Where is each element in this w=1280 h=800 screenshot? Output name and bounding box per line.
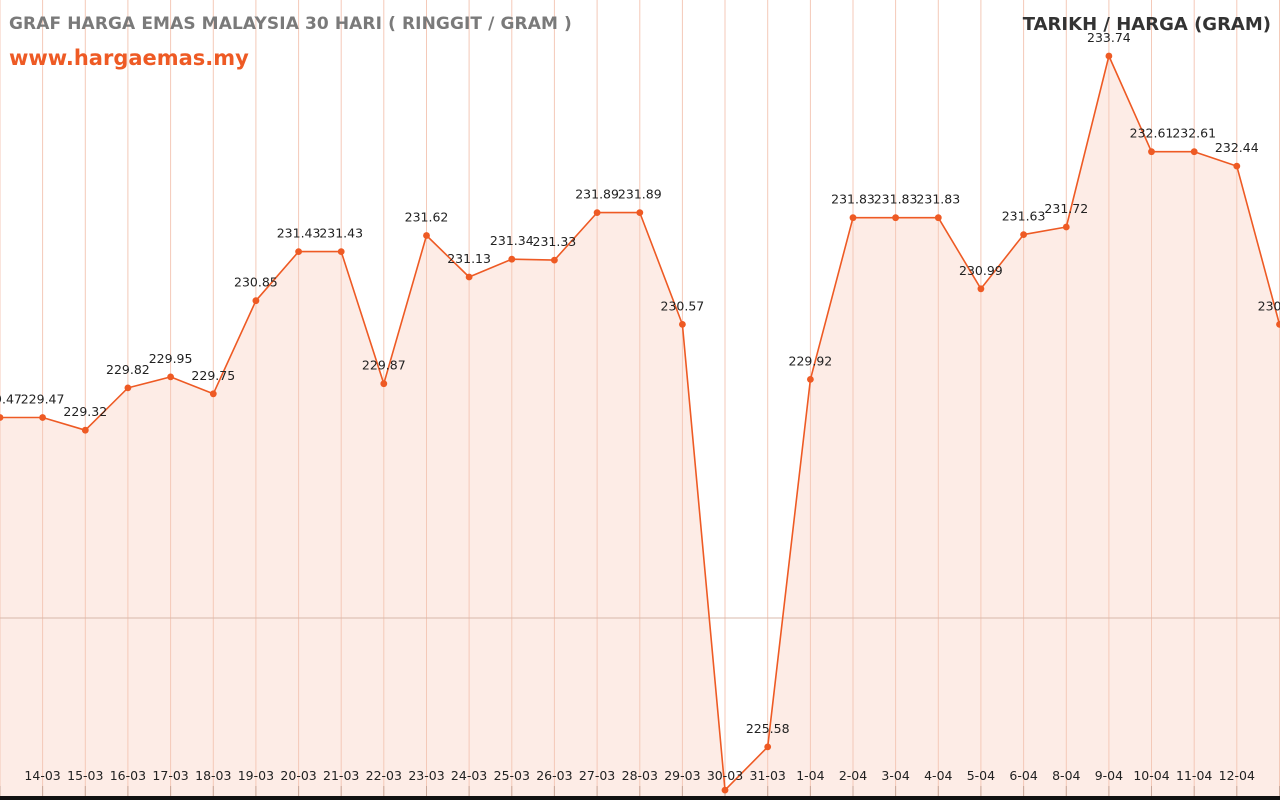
- tick-label: 5-04: [967, 768, 995, 783]
- data-point: [209, 390, 217, 398]
- tick-label: 26-03: [536, 768, 572, 783]
- data-label: 231.83: [831, 192, 875, 207]
- tick-label: 28-03: [622, 768, 658, 783]
- data-label: 229.32: [63, 404, 107, 419]
- tick-label: 15-03: [67, 768, 103, 783]
- tick-label: 24-03: [451, 768, 487, 783]
- data-label: 231.13: [447, 251, 491, 266]
- tick-label: 11-04: [1176, 768, 1212, 783]
- data-point: [764, 743, 772, 751]
- tick-label: 18-03: [195, 768, 231, 783]
- tick-label: 6-04: [1009, 768, 1037, 783]
- data-label: 232.61: [1130, 126, 1174, 141]
- data-point: [977, 285, 985, 293]
- data-point: [380, 380, 388, 388]
- data-label: 232.61: [1172, 126, 1216, 141]
- tick-label: 19-03: [238, 768, 274, 783]
- data-point: [0, 414, 4, 421]
- tick-label: 9-04: [1095, 768, 1123, 783]
- data-point: [124, 384, 132, 392]
- data-point: [593, 209, 601, 217]
- tick-label: 30-03: [707, 768, 743, 783]
- tick-label: 25-03: [494, 768, 530, 783]
- data-point: [1020, 231, 1027, 239]
- data-point: [721, 786, 729, 794]
- tick-label: 12-04: [1219, 768, 1255, 783]
- data-point: [39, 414, 46, 421]
- tick-label: 22-03: [366, 768, 402, 783]
- data-point: [423, 232, 430, 239]
- data-point: [807, 376, 814, 383]
- tick-label: 17-03: [152, 768, 188, 783]
- data-label: 229.75: [191, 368, 235, 383]
- data-label: 230.57: [1258, 298, 1280, 313]
- data-point: [1105, 52, 1113, 60]
- data-label: 232.44: [1215, 140, 1259, 155]
- data-point: [252, 297, 260, 305]
- tick-label: 3-04: [881, 768, 909, 783]
- data-label: 230.85: [234, 275, 278, 290]
- data-point: [337, 248, 345, 256]
- data-label: 231.83: [916, 192, 960, 207]
- tick-label: 29-03: [664, 768, 700, 783]
- data-point: [934, 214, 942, 222]
- data-point: [551, 256, 558, 264]
- data-point: [1276, 321, 1280, 328]
- data-label: 231.72: [1044, 201, 1088, 216]
- data-point: [295, 248, 302, 256]
- data-label: 230.57: [661, 298, 705, 313]
- tick-label: 14-03: [24, 768, 60, 783]
- tick-label: 8-04: [1052, 768, 1080, 783]
- tick-label: 16-03: [110, 768, 146, 783]
- bottom-border: [0, 796, 1280, 800]
- data-label: 231.43: [319, 226, 363, 241]
- tick-label: 23-03: [408, 768, 444, 783]
- data-label: 229.92: [789, 353, 833, 368]
- data-label: 231.34: [490, 233, 534, 248]
- data-point: [1062, 223, 1070, 231]
- tick-label: 4-04: [924, 768, 952, 783]
- data-label: 231.89: [575, 187, 619, 202]
- data-point: [167, 373, 175, 381]
- data-point: [679, 321, 686, 328]
- data-label: 231.43: [277, 226, 321, 241]
- chart-title: GRAF HARGA EMAS MALAYSIA 30 HARI ( RINGG…: [9, 14, 572, 34]
- legend-label: TARIKH / HARGA (GRAM): [1022, 14, 1271, 35]
- tick-label: 1-04: [796, 768, 824, 783]
- data-label: 231.63: [1002, 209, 1046, 224]
- data-label: 233.74: [1087, 30, 1131, 45]
- data-label: 229.95: [149, 351, 193, 366]
- tick-label: 10-04: [1133, 768, 1169, 783]
- data-label: 229.87: [362, 358, 406, 373]
- tick-label: 21-03: [323, 768, 359, 783]
- data-label: 229.82: [106, 362, 150, 377]
- data-point: [1233, 162, 1241, 170]
- site-url-link[interactable]: www.hargaemas.my: [9, 46, 249, 70]
- tick-label: 20-03: [280, 768, 316, 783]
- tick-label: 2-04: [839, 768, 867, 783]
- data-point: [892, 214, 899, 222]
- data-label: 231.83: [874, 192, 918, 207]
- data-label: 231.89: [618, 187, 662, 202]
- data-point: [1148, 148, 1155, 156]
- data-label: 231.33: [533, 234, 577, 249]
- tick-label: 27-03: [579, 768, 615, 783]
- data-point: [849, 214, 857, 222]
- data-point: [465, 273, 473, 281]
- data-label: 229.47: [21, 392, 65, 407]
- data-label: 229.47: [0, 392, 22, 407]
- tick-label: 31-03: [750, 768, 786, 783]
- data-label: 225.58: [746, 721, 790, 736]
- data-point: [81, 426, 89, 434]
- data-label: 231.62: [405, 210, 449, 225]
- data-point: [508, 255, 516, 263]
- data-point: [1190, 148, 1198, 156]
- data-label: 230.99: [959, 263, 1003, 278]
- data-point: [636, 209, 644, 217]
